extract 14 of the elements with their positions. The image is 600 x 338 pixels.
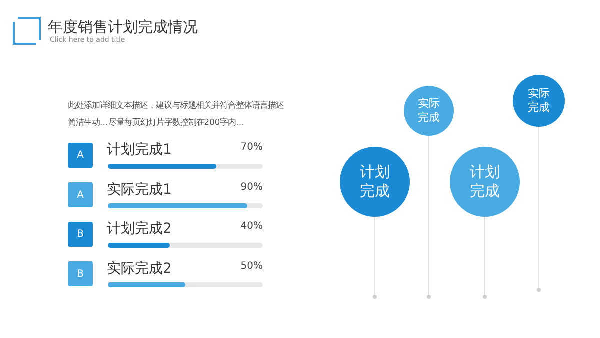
text: 计划完成 xyxy=(359,163,391,201)
text: 此处添加详细文本描述，建议与标题相关并符合整体语言描述简洁生动…尽量每页幻灯片字数控制在200字内… xyxy=(68,99,285,129)
text: 实际完成 xyxy=(416,97,441,125)
data-label: 50% xyxy=(240,260,263,272)
chart-title: 年度销售计划完成情况 xyxy=(48,18,198,36)
y-tick-label: 计划完成2 xyxy=(107,220,172,238)
text: 实际完成 xyxy=(526,87,551,115)
data-label: 70% xyxy=(240,142,263,153)
data-label: 40% xyxy=(240,221,263,232)
y-tick-label: 计划完成1 xyxy=(107,141,172,159)
text: 计划完成 xyxy=(469,163,501,201)
y-tick-label: 实际完成2 xyxy=(107,260,172,278)
data-label: 90% xyxy=(240,182,263,192)
y-tick-label: 实际完成1 xyxy=(107,180,172,198)
